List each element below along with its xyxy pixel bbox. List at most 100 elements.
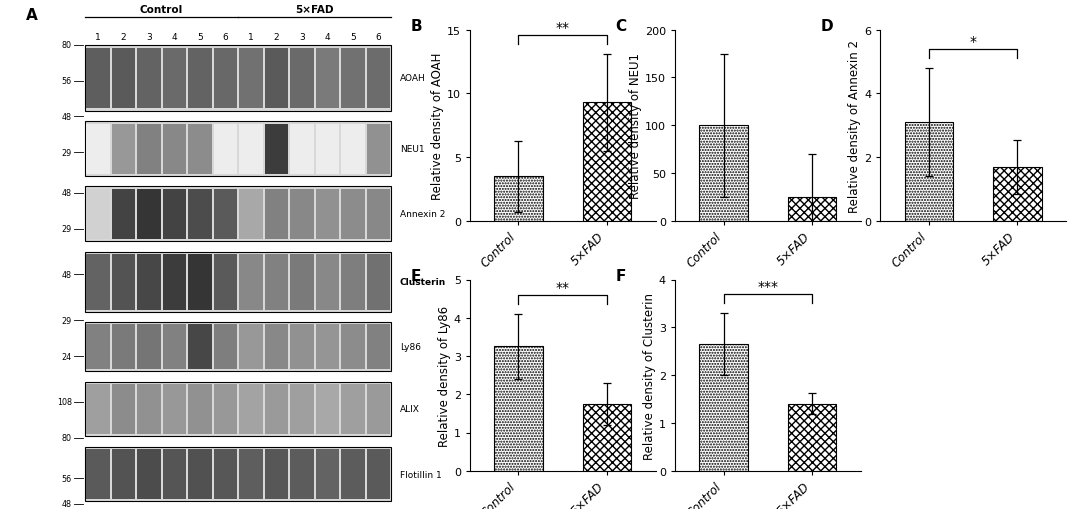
Text: ***: ***: [757, 279, 779, 293]
Bar: [137, 189, 161, 240]
Text: 29: 29: [62, 224, 72, 234]
Text: ALIX: ALIX: [400, 405, 420, 414]
Text: NEU1: NEU1: [400, 145, 424, 154]
Bar: [163, 325, 186, 370]
Bar: [85, 382, 391, 436]
Text: Clusterin: Clusterin: [400, 278, 446, 287]
Bar: [239, 124, 262, 175]
Bar: [163, 48, 186, 109]
Bar: [188, 254, 212, 310]
Bar: [367, 449, 390, 499]
Text: 48: 48: [62, 112, 72, 122]
Bar: [86, 189, 109, 240]
Text: 48: 48: [62, 270, 72, 279]
Text: E: E: [410, 269, 421, 284]
Bar: [137, 384, 161, 434]
Bar: [367, 254, 390, 310]
Text: 1: 1: [95, 33, 100, 42]
Bar: [582, 103, 631, 221]
Bar: [214, 449, 238, 499]
Bar: [291, 325, 313, 370]
Bar: [214, 124, 238, 175]
Bar: [111, 48, 135, 109]
Bar: [341, 325, 365, 370]
Text: 5: 5: [350, 33, 355, 42]
Bar: [85, 187, 391, 242]
Y-axis label: Relative density of Annexin 2: Relative density of Annexin 2: [848, 40, 861, 212]
Bar: [188, 384, 212, 434]
Bar: [86, 124, 109, 175]
Bar: [239, 325, 262, 370]
Bar: [905, 123, 954, 221]
Bar: [163, 254, 186, 310]
Bar: [86, 254, 109, 310]
Bar: [86, 449, 109, 499]
Bar: [700, 345, 748, 471]
Text: Flotillin 1: Flotillin 1: [400, 470, 442, 478]
Bar: [214, 48, 238, 109]
Bar: [341, 254, 365, 310]
Text: 48: 48: [62, 499, 72, 508]
Bar: [214, 325, 238, 370]
Bar: [315, 124, 339, 175]
Bar: [137, 124, 161, 175]
Bar: [214, 189, 238, 240]
Y-axis label: Relative density of Clusterin: Relative density of Clusterin: [643, 292, 656, 459]
Bar: [291, 48, 313, 109]
Text: 1: 1: [248, 33, 254, 42]
Text: 2: 2: [121, 33, 126, 42]
Text: 80: 80: [62, 41, 72, 50]
Bar: [188, 449, 212, 499]
Bar: [291, 124, 313, 175]
Text: 4: 4: [172, 33, 177, 42]
Bar: [367, 384, 390, 434]
Bar: [367, 189, 390, 240]
Bar: [315, 384, 339, 434]
Text: 2: 2: [273, 33, 280, 42]
Bar: [85, 46, 391, 112]
Bar: [137, 449, 161, 499]
Bar: [188, 124, 212, 175]
Bar: [700, 126, 748, 221]
Bar: [315, 449, 339, 499]
Text: 29: 29: [62, 148, 72, 157]
Bar: [341, 48, 365, 109]
Bar: [291, 254, 313, 310]
Bar: [111, 189, 135, 240]
Bar: [86, 384, 109, 434]
Text: 24: 24: [62, 352, 72, 361]
Bar: [239, 254, 262, 310]
Text: **: **: [556, 21, 569, 35]
Bar: [495, 347, 543, 471]
Text: A: A: [26, 8, 38, 22]
Text: 6: 6: [222, 33, 228, 42]
Bar: [265, 254, 288, 310]
Bar: [787, 404, 836, 471]
Bar: [163, 384, 186, 434]
Bar: [315, 325, 339, 370]
Bar: [188, 325, 212, 370]
Bar: [85, 122, 391, 177]
Y-axis label: Relative density of NEU1: Relative density of NEU1: [629, 53, 643, 199]
Text: C: C: [616, 19, 626, 34]
Text: AOAH: AOAH: [400, 74, 426, 83]
Bar: [163, 189, 186, 240]
Bar: [315, 48, 339, 109]
Bar: [137, 48, 161, 109]
Bar: [495, 177, 543, 221]
Text: Control: Control: [140, 5, 184, 15]
Bar: [163, 449, 186, 499]
Text: B: B: [410, 19, 422, 34]
Bar: [367, 325, 390, 370]
Text: Ly86: Ly86: [400, 343, 421, 352]
Bar: [111, 384, 135, 434]
Text: 48: 48: [62, 189, 72, 198]
Bar: [582, 404, 631, 471]
Bar: [111, 449, 135, 499]
Bar: [367, 124, 390, 175]
Bar: [993, 167, 1041, 221]
Bar: [291, 189, 313, 240]
Bar: [86, 48, 109, 109]
Text: 6: 6: [376, 33, 381, 42]
Text: Annexin 2: Annexin 2: [400, 210, 445, 219]
